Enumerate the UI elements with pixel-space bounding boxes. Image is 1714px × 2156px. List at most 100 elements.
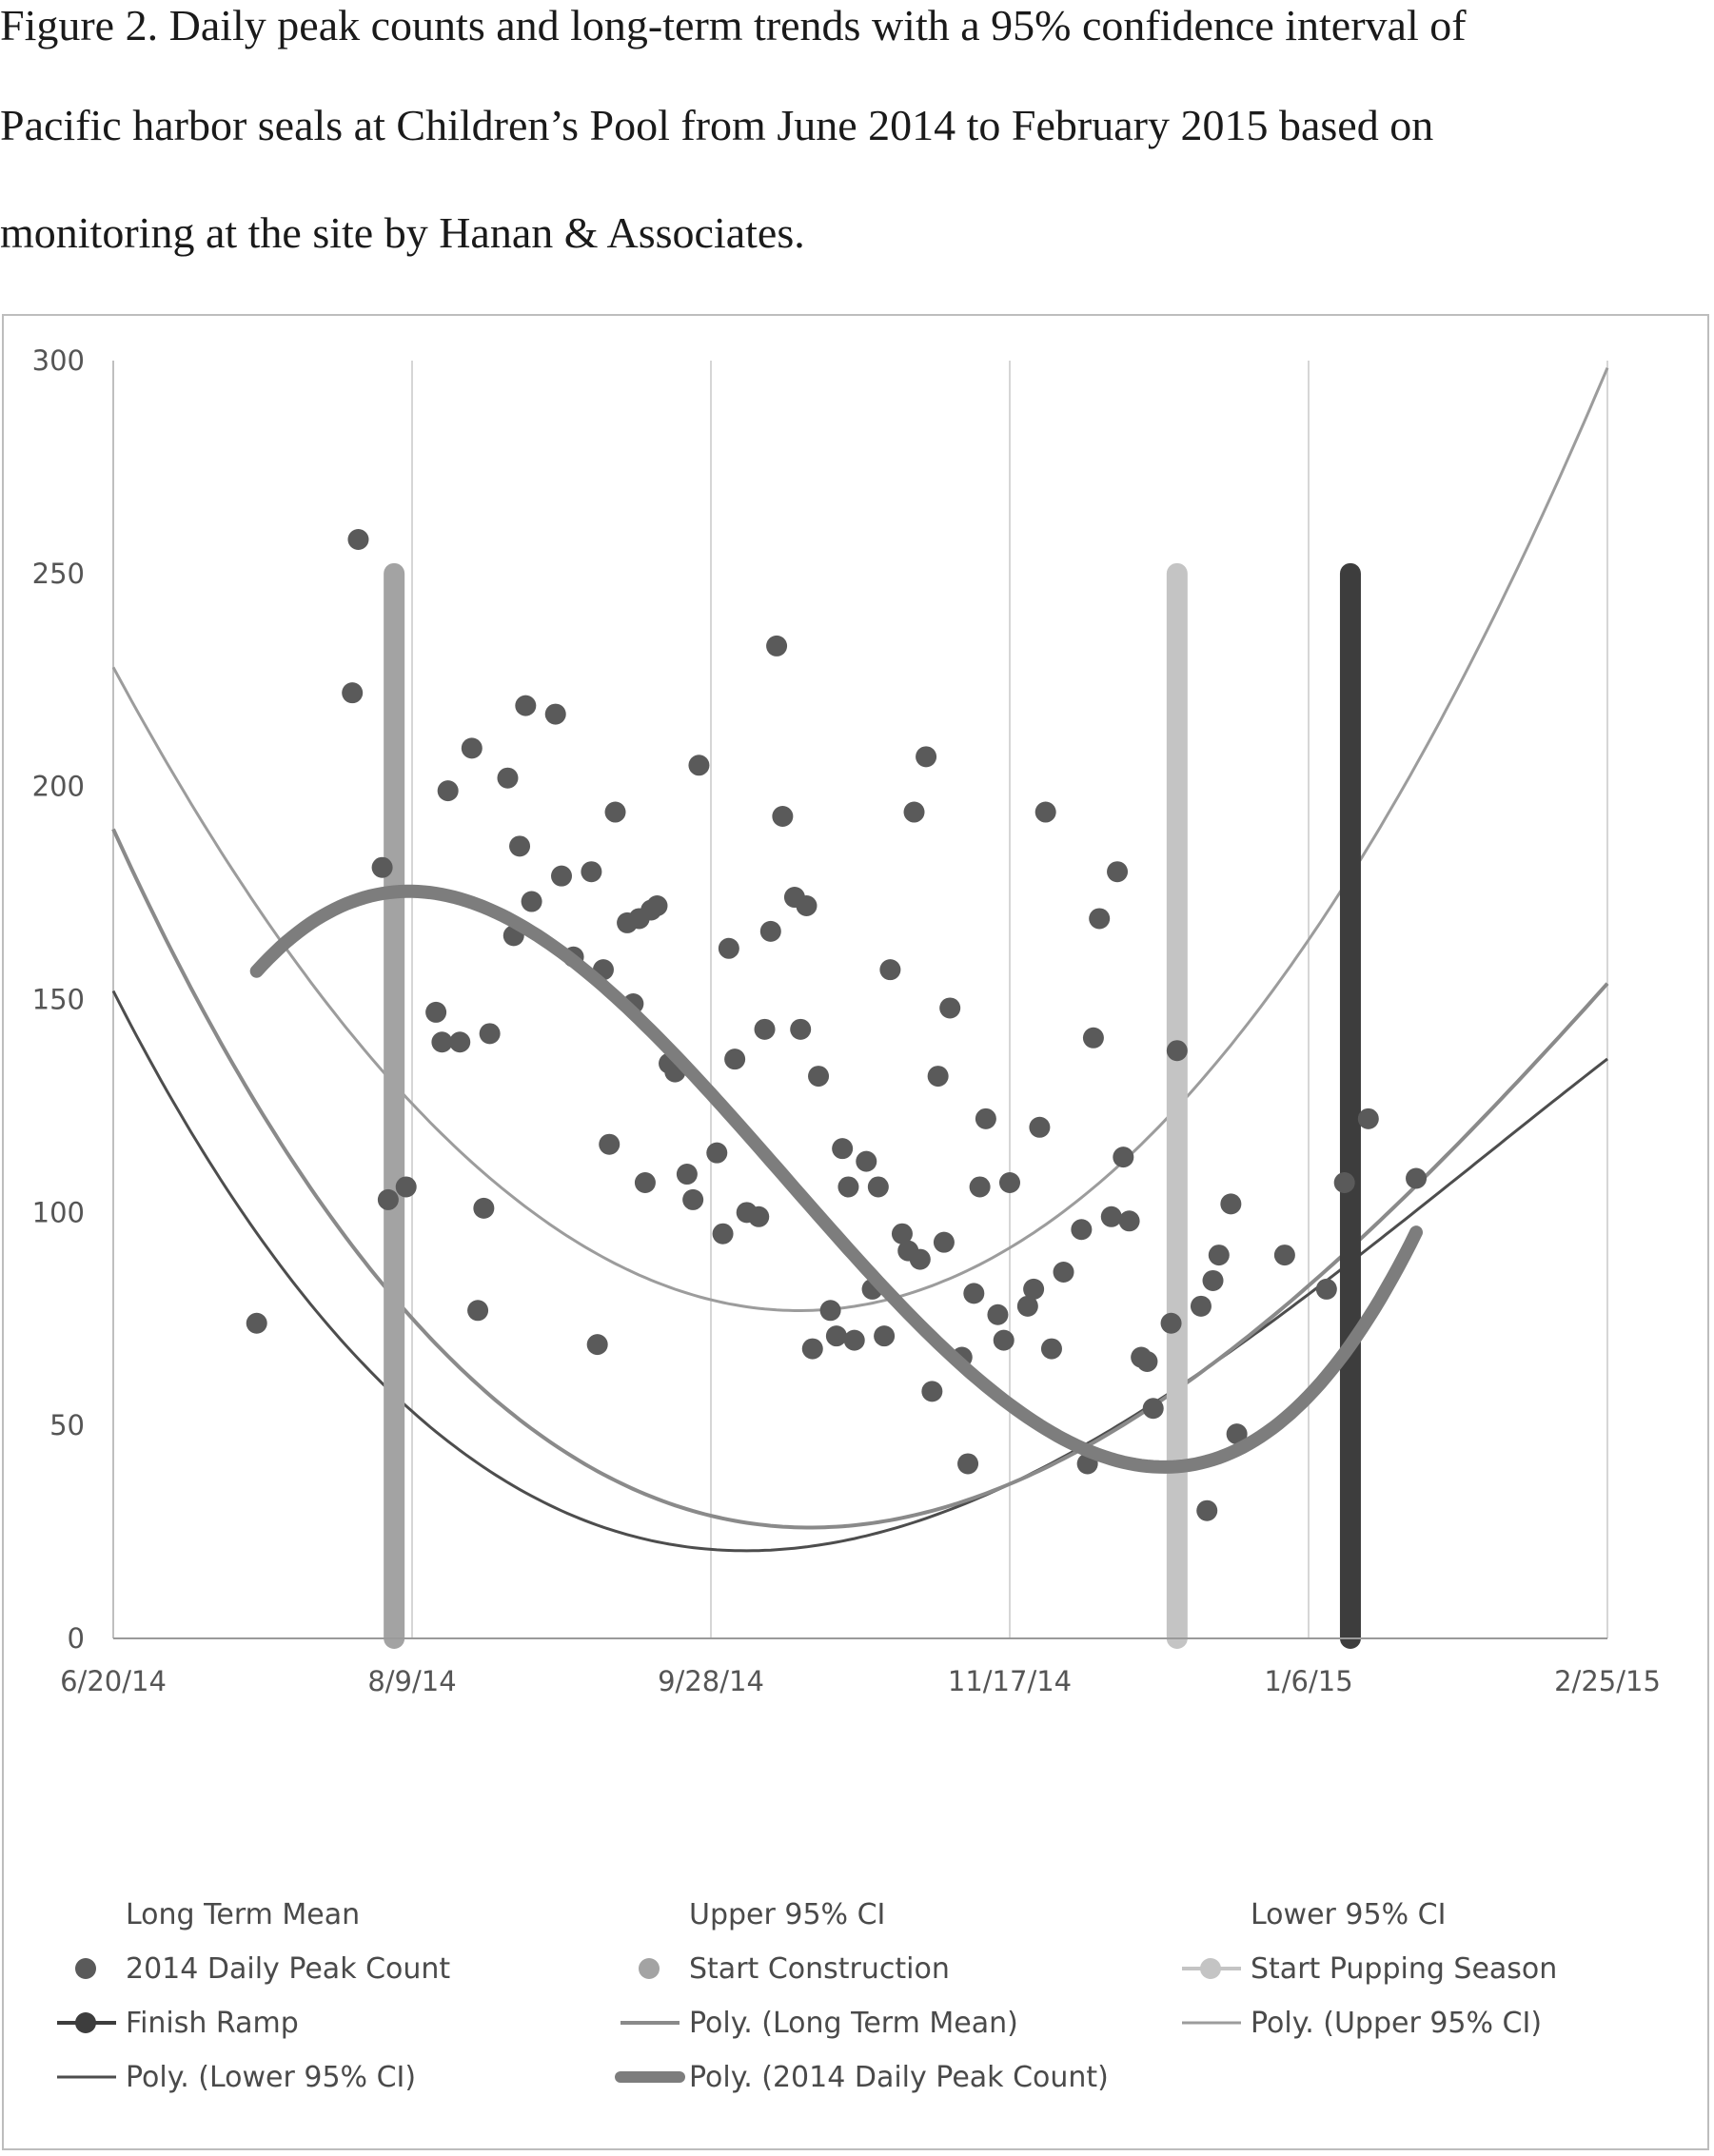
data-point — [796, 895, 818, 917]
data-point — [748, 1205, 770, 1227]
legend-label: Upper 95% CI — [689, 1898, 885, 1931]
data-point — [515, 695, 537, 716]
chart-area: 6/20/14 8/9/14 9/28/14 11/17/14 1/6/15 2/25/1… — [2, 314, 1709, 2150]
data-point — [843, 1329, 865, 1351]
data-point — [825, 1325, 847, 1347]
data-point — [999, 1171, 1020, 1193]
data-point — [449, 1031, 471, 1053]
data-point — [706, 1142, 728, 1164]
data-point — [712, 1223, 734, 1245]
data-point — [1040, 1338, 1062, 1360]
data-point — [1082, 1027, 1104, 1049]
data-point — [1208, 1245, 1230, 1266]
legend-label: Poly. (Lower 95% CI) — [126, 2061, 416, 2094]
data-point — [1166, 1040, 1188, 1062]
data-point — [371, 856, 393, 878]
data-point — [1089, 908, 1111, 930]
data-point — [1226, 1423, 1248, 1445]
y-tick-label: 250 — [32, 558, 85, 590]
data-point — [1136, 1351, 1158, 1373]
legend-marker — [1200, 1958, 1221, 1979]
data-point — [377, 1188, 399, 1210]
data-point — [1034, 801, 1056, 823]
data-point — [581, 861, 602, 883]
legend-label: 2014 Daily Peak Count — [126, 1952, 450, 1986]
data-point — [754, 1018, 776, 1040]
data-point — [646, 895, 668, 917]
data-point — [246, 1312, 267, 1334]
data-point — [1016, 1295, 1038, 1317]
data-point — [921, 1381, 943, 1402]
data-point — [1118, 1210, 1140, 1232]
legend-marker — [75, 1958, 96, 1979]
data-point — [772, 806, 794, 828]
data-point — [1053, 1262, 1074, 1284]
data-point — [808, 1066, 830, 1088]
y-tick-label: 150 — [32, 984, 85, 1016]
y-tick-label: 50 — [49, 1409, 85, 1441]
data-point — [819, 1300, 841, 1322]
y-tick-label: 300 — [32, 344, 85, 377]
data-point — [927, 1066, 949, 1088]
legend-label: Lower 95% CI — [1251, 1898, 1446, 1931]
trendline-daily-peak — [249, 884, 1423, 1474]
data-point — [1107, 861, 1129, 883]
data-point — [521, 891, 542, 912]
data-point — [437, 780, 459, 802]
data-point — [509, 835, 531, 857]
x-tick-label: 9/28/14 — [658, 1665, 764, 1697]
data-point — [431, 1031, 453, 1053]
caption-line-1: Figure 2. Daily peak counts and long-ter… — [0, 1, 1467, 49]
data-point — [891, 1223, 913, 1245]
data-point — [832, 1138, 854, 1160]
data-point — [1113, 1147, 1134, 1168]
data-point — [676, 1164, 698, 1186]
legend-label: Long Term Mean — [126, 1898, 360, 1931]
data-point — [724, 1049, 746, 1070]
trendline-long-term-mean — [111, 828, 1609, 1530]
data-point — [916, 746, 937, 768]
caption-line-2: Pacific harbor seals at Children’s Pool … — [0, 101, 1434, 149]
data-point — [604, 801, 626, 823]
data-point — [682, 1188, 704, 1210]
data-point — [909, 1248, 931, 1270]
x-tick-label: 11/17/14 — [948, 1665, 1072, 1697]
legend-label: Poly. (2014 Daily Peak Count) — [689, 2061, 1109, 2094]
x-tick-label: 1/6/15 — [1264, 1665, 1352, 1697]
data-point — [1142, 1398, 1164, 1420]
legend-marker — [639, 1958, 660, 1979]
data-point — [1100, 1205, 1122, 1227]
data-point — [544, 703, 566, 725]
legend-marker — [75, 2012, 96, 2033]
legend-label: Poly. (Upper 95% CI) — [1251, 2007, 1542, 2040]
data-point — [1029, 1116, 1051, 1138]
data-point — [551, 865, 572, 887]
data-point — [497, 767, 519, 789]
data-point — [586, 1334, 608, 1356]
data-point — [718, 937, 739, 959]
x-tick-label: 2/25/15 — [1554, 1665, 1661, 1697]
data-point — [342, 682, 364, 704]
data-point — [1357, 1107, 1379, 1129]
y-tick-label: 200 — [32, 771, 85, 803]
data-point — [766, 635, 788, 657]
data-point — [634, 1171, 656, 1193]
data-point — [688, 755, 710, 776]
data-point — [1406, 1167, 1428, 1189]
data-point — [837, 1176, 859, 1198]
data-point — [939, 997, 961, 1019]
data-point — [1333, 1171, 1355, 1193]
data-point — [856, 1150, 877, 1172]
data-point — [874, 1325, 896, 1347]
data-point — [1273, 1245, 1295, 1266]
data-point — [1071, 1219, 1093, 1241]
data-point — [1315, 1278, 1337, 1300]
data-point — [1190, 1295, 1212, 1317]
data-point — [963, 1283, 985, 1304]
data-point — [903, 801, 925, 823]
data-point — [1196, 1499, 1218, 1521]
data-point — [969, 1176, 991, 1198]
data-point — [1220, 1193, 1242, 1215]
data-point — [461, 737, 483, 759]
data-point — [993, 1329, 1015, 1351]
